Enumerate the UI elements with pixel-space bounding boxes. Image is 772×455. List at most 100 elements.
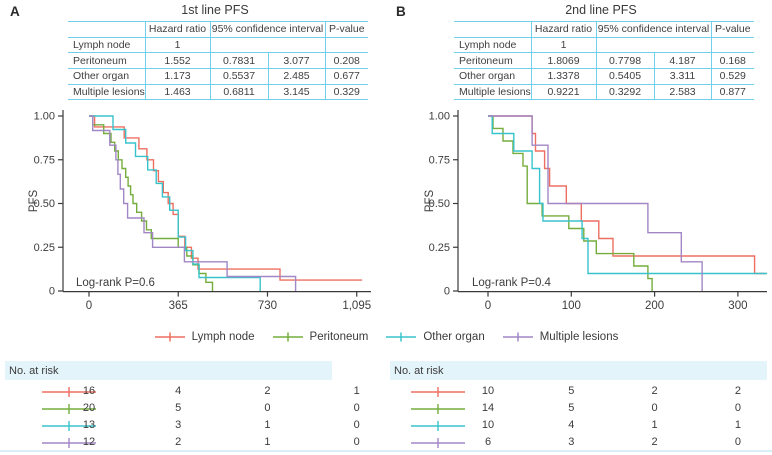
risk-count: 1	[353, 385, 360, 397]
legend-item-multiple-lesions: Multiple lesions	[502, 331, 619, 343]
x-tick-label: 1,095	[342, 300, 371, 312]
table-row: Peritoneum 1.8069 0.7798 4.187 0.168	[454, 52, 754, 69]
risk-count: 20	[82, 402, 96, 414]
legend: Lymph node Peritoneum Other organ Multip…	[0, 331, 772, 343]
table-row: Lymph node 1	[68, 36, 368, 53]
legend-label: Multiple lesions	[539, 331, 619, 343]
risk-count: 14	[481, 402, 495, 414]
km-curve-multiple-lesions	[488, 115, 703, 291]
risk-count: 2	[175, 436, 182, 448]
legend-label: Lymph node	[191, 331, 255, 343]
risk-count: 2	[651, 436, 658, 448]
table-row: Multiple lesions 1.463 0.6811 3.145 0.32…	[68, 83, 368, 101]
header-ci: 95% confidence interval	[209, 21, 325, 38]
y-tick-label: 1.00	[34, 111, 55, 123]
peritoneum-marker-icon	[272, 332, 303, 342]
legend-label: Other organ	[423, 331, 485, 343]
legend-item-other-organ: Other organ	[385, 331, 485, 343]
risk-row-multiple-lesions: 12 2 1 0	[0, 435, 772, 451]
risk-count: 0	[353, 402, 360, 414]
logrank-annotation: Log-rank P=0.4	[472, 277, 552, 289]
risk-count: 4	[175, 385, 182, 397]
y-tick-label: 0	[49, 286, 55, 298]
risk-count: 2	[264, 385, 271, 397]
risk-row-other-organ: 10 4 1 1	[0, 418, 772, 434]
risk-count: 0	[734, 436, 741, 448]
km-plot-a: 0 0.25 0.50 0.75 1.00 0 365 730 1,095 PFS Log-rank…	[28, 110, 371, 312]
header-ci: 95% confidence interval	[595, 21, 711, 38]
header-pvalue: P-value	[710, 21, 754, 38]
risk-count: 3	[568, 436, 575, 448]
km-curve-multiple-lesions	[89, 115, 297, 291]
header-hazard-ratio: Hazard ratio	[144, 21, 210, 38]
header-hazard-ratio: Hazard ratio	[530, 21, 596, 38]
panel-a-hr-table: Hazard ratio 95% confidence interval P-v…	[68, 21, 368, 101]
risk-count: 10	[481, 419, 495, 431]
km-curve-lymph-node	[488, 115, 766, 275]
risk-count: 5	[568, 385, 575, 397]
risk-count: 1	[264, 419, 271, 431]
x-tick-label: 365	[169, 300, 188, 312]
panel-b-hr-table: Hazard ratio 95% confidence interval P-v…	[454, 21, 754, 101]
lymph-node-marker-icon	[154, 332, 185, 342]
risk-row-peritoneum: 14 5 0 0	[0, 401, 772, 417]
y-tick-label: 0.50	[429, 198, 450, 210]
risk-count: 6	[484, 436, 492, 448]
logrank-annotation: Log-rank P=0.6	[76, 277, 155, 289]
risk-count: 1	[651, 419, 658, 431]
x-tick-label: 730	[258, 300, 277, 312]
risk-count: 0	[264, 402, 271, 414]
risk-marker-icon	[42, 438, 96, 448]
risk-marker-icon	[42, 387, 96, 397]
risk-count: 2	[734, 385, 741, 397]
y-tick-label: 0.75	[34, 154, 55, 166]
risk-marker-icon	[411, 421, 465, 431]
panel-b-title: 2nd line PFS	[565, 3, 637, 17]
header-pvalue: P-value	[324, 21, 368, 38]
corner-cell	[68, 21, 145, 38]
table-row: Other organ 1.3378 0.5405 3.311 0.529	[454, 68, 754, 85]
panel-a-title: 1st line PFS	[181, 3, 249, 17]
panel-a-label: A	[10, 4, 20, 19]
y-axis-label: PFS	[424, 189, 436, 212]
y-tick-label: 0	[444, 286, 450, 298]
corner-cell	[454, 21, 531, 38]
risk-count: 5	[175, 402, 182, 414]
table-row: Multiple lesions 0.9221 0.3292 2.583 0.8…	[454, 83, 754, 101]
legend-item-lymph-node: Lymph node	[154, 331, 255, 343]
panel-b-label: B	[396, 4, 406, 19]
legend-item-peritoneum: Peritoneum	[272, 331, 368, 343]
risk-count: 0	[353, 419, 360, 431]
risk-count: 16	[82, 385, 96, 397]
risk-marker-icon	[411, 404, 465, 414]
y-tick-label: 0.75	[429, 154, 450, 166]
x-tick-label: 300	[728, 300, 747, 312]
risk-row-multiple-lesions: 6 3 2 0	[0, 435, 772, 451]
risk-row-other-organ: 13 3 1 0	[0, 418, 772, 434]
km-plot-b: 0 0.25 0.50 0.75 1.00 0 100 200 300 PFS Log-rank P…	[424, 110, 768, 312]
risk-count: 13	[82, 419, 96, 431]
risk-count: 2	[651, 385, 658, 397]
other-organ-marker-icon	[386, 332, 417, 342]
x-tick-label: 0	[485, 300, 491, 312]
km-curve-other-organ	[89, 115, 261, 291]
y-tick-label: 0.50	[34, 198, 55, 210]
risk-row-lymph-node: 10 5 2 2	[0, 384, 772, 400]
risk-count: 1	[734, 419, 741, 431]
risk-count: 0	[734, 402, 741, 414]
x-tick-label: 0	[86, 300, 92, 312]
risk-count: 4	[568, 419, 575, 431]
risk-count: 0	[353, 436, 360, 448]
risk-header-a: No. at risk	[5, 361, 332, 380]
risk-row-lymph-node: 16 4 2 1	[0, 384, 772, 400]
x-tick-label: 200	[645, 300, 664, 312]
y-tick-label: 0.25	[34, 242, 55, 254]
risk-marker-icon	[411, 438, 465, 448]
table-row: Lymph node 1	[454, 36, 754, 53]
risk-marker-icon	[411, 387, 465, 397]
risk-header-b: No. at risk	[390, 361, 767, 380]
bottom-divider	[0, 450, 772, 452]
risk-count: 0	[651, 402, 658, 414]
y-tick-label: 0.25	[429, 242, 450, 254]
risk-marker-icon	[42, 404, 96, 414]
